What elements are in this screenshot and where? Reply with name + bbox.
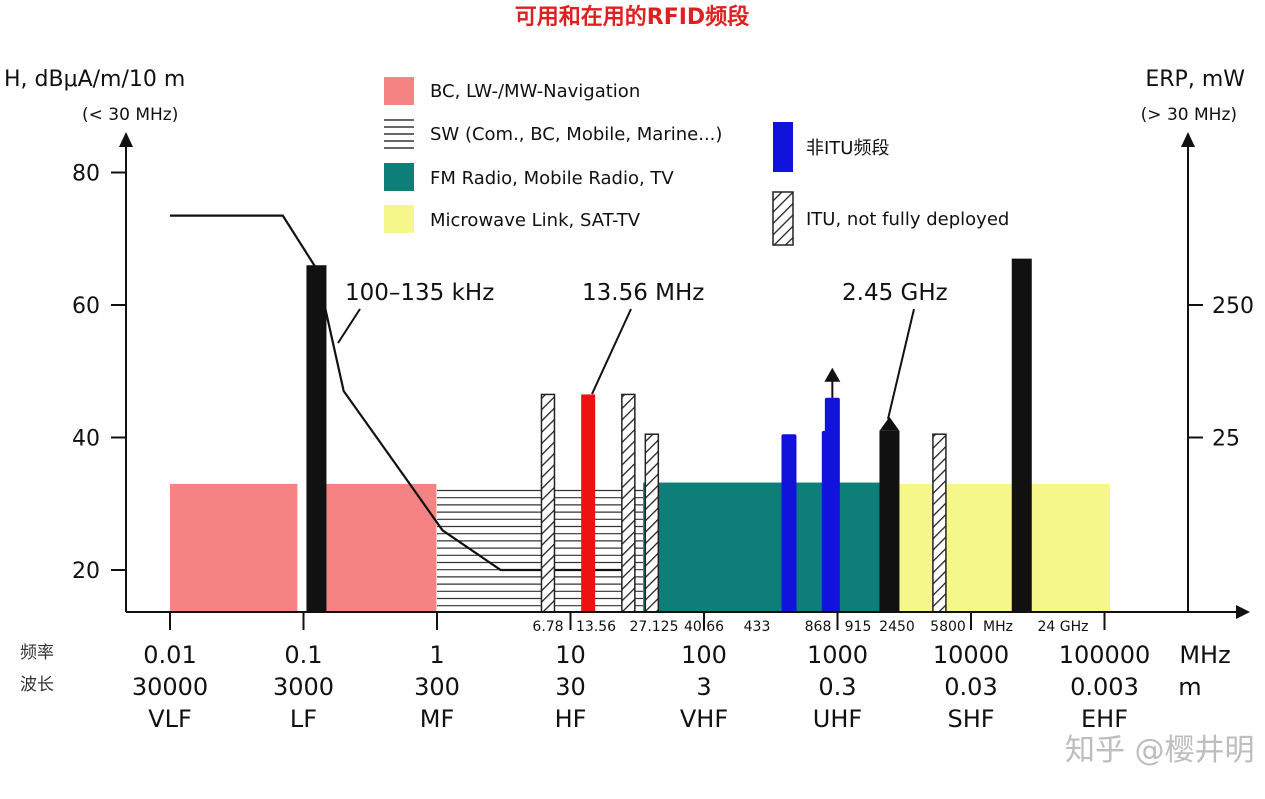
band-hlines-2 (437, 489, 644, 607)
decade-wavelength-label: 0.3 (818, 673, 856, 701)
rfid-arrow-915 (824, 367, 841, 382)
band-name-label: VHF (680, 705, 728, 733)
band-yellow-4 (892, 483, 1111, 612)
legend-swatch-blue (773, 122, 793, 172)
rfid-frequency-tick-label: 13.56 (576, 619, 616, 635)
rfid-frequency-tick-label: 433 (744, 619, 771, 635)
decade-wavelength-label: 3000 (273, 673, 334, 701)
rfid-bar-6.78 (540, 393, 556, 613)
left-tick-label: 80 (72, 162, 100, 187)
x-axis-arrow-icon (1236, 605, 1250, 619)
right-tick-label: 25 (1212, 427, 1240, 452)
legend-label-hlines: SW (Com., BC, Mobile, Marine...) (430, 124, 722, 145)
decade-frequency-label: 100000 (1059, 641, 1151, 669)
legend-label-yellow: Microwave Link, SAT-TV (430, 210, 641, 231)
rfid-bar-24000 (1011, 258, 1032, 612)
frequency-unit-label: MHz (1179, 641, 1230, 669)
rfid-frequency-tick-label: MHz (983, 619, 1013, 635)
band-name-label: VLF (148, 705, 192, 733)
wavelength-row-label: 波长 (20, 675, 54, 695)
legend-label-blue: 非ITU频段 (806, 138, 889, 159)
x-axis-ticks: 0.01 30000 VLF 0.1 3000 LF 1 300 MF 10 30 HF 100 3 VHF… (132, 612, 1150, 733)
legend-label-hatch: ITU, not fully deployed (806, 209, 1009, 230)
rfid-bar-433 (781, 434, 797, 612)
rfid-frequency-tick-label: 868 (805, 619, 832, 635)
decade-frequency-label: 1000 (807, 641, 868, 669)
legend-label-teal: FM Radio, Mobile Radio, TV (430, 168, 674, 189)
rfid-bar-5800 (932, 433, 947, 613)
decade-wavelength-label: 0.003 (1070, 673, 1139, 701)
decade-wavelength-label: 30000 (132, 673, 208, 701)
legend-swatch-teal (384, 163, 414, 191)
wavelength-unit-label: m (1178, 673, 1201, 701)
annotation-hf: 13.56 MHz (582, 280, 704, 306)
rfid-bar-2450 (879, 430, 900, 612)
decade-frequency-label: 10000 (933, 641, 1009, 669)
rfid-frequency-tick-label: 40.66 (684, 619, 724, 635)
band-teal-3 (643, 482, 884, 612)
rfid-frequency-tick-label: 5800 (930, 619, 966, 635)
decade-wavelength-label: 30 (555, 673, 586, 701)
legend-swatch-pink (384, 77, 414, 105)
left-axis-subtitle: (< 30 MHz) (82, 105, 178, 125)
decade-frequency-label: 100 (681, 641, 727, 669)
band-name-label: HF (555, 705, 587, 733)
annotation-uhf-leader (887, 308, 915, 420)
right-axis-subtitle: (> 30 MHz) (1141, 105, 1237, 125)
annotation-hf-leader (591, 308, 632, 395)
left-axis-ticks: 20 40 60 80 (72, 162, 126, 584)
band-name-label: EHF (1081, 705, 1128, 733)
rfid-frequency-ticks: 6.78 13.56 27.125 40.66 433 868 915 2450 5800 MHz… (532, 619, 1088, 635)
band-name-label: UHF (813, 705, 862, 733)
decade-wavelength-label: 0.03 (944, 673, 997, 701)
annotation-uhf: 2.45 GHz (842, 280, 948, 306)
left-axis-title: H, dBμA/m/10 m (4, 67, 185, 92)
rfid-frequency-tick-label: 915 (845, 619, 872, 635)
band-pink-0 (170, 483, 298, 612)
watermark: 知乎 @樱井明 (1065, 733, 1255, 768)
plot-area (170, 214, 1111, 613)
legend-swatch-hatch (772, 191, 794, 246)
field-strength-limit-line (170, 214, 624, 572)
legend-label-pink: BC, LW-/MW-Navigation (430, 81, 640, 102)
band-name-label: SHF (947, 705, 994, 733)
right-tick-label: 250 (1212, 294, 1254, 319)
annotation-lf-leader (337, 308, 361, 344)
decade-frequency-label: 10 (555, 641, 586, 669)
rfid-frequency-tick-label: 2450 (879, 619, 915, 635)
right-axis-ticks: 25 250 (1188, 294, 1254, 452)
band-pink-1 (320, 483, 437, 612)
decade-frequency-label: 1 (429, 641, 444, 669)
right-axis-title: ERP, mW (1145, 67, 1245, 92)
rfid-bar-27.125 (621, 393, 636, 613)
band-name-label: LF (290, 705, 317, 733)
decade-frequency-label: 0.1 (284, 641, 322, 669)
legend-swatch-yellow (384, 205, 414, 233)
decade-frequency-label: 0.01 (143, 641, 196, 669)
band-name-label: MF (420, 705, 455, 733)
rfid-frequency-tick-label: 6.78 (532, 619, 563, 635)
frequency-row-label: 频率 (20, 643, 54, 663)
right-axis-arrow-icon (1181, 132, 1195, 147)
legend-swatch-hlines (384, 119, 414, 149)
left-tick-label: 60 (72, 294, 100, 319)
decade-wavelength-label: 300 (414, 673, 460, 701)
decade-wavelength-label: 3 (696, 673, 711, 701)
rfid-bar-40.66 (644, 433, 660, 613)
left-tick-label: 20 (72, 559, 100, 584)
rfid-bar-915 (824, 397, 840, 612)
annotation-lf: 100–135 kHz (345, 280, 494, 306)
chart-title: 可用和在用的RFID频段 (515, 4, 749, 30)
left-axis-arrow-icon (119, 132, 133, 147)
rfid-bar-13.56 (581, 394, 596, 612)
rfid-arrow-2450 (879, 416, 900, 431)
legend: BC, LW-/MW-Navigation SW (Com., BC, Mobi… (384, 77, 1009, 246)
rfid-frequency-tick-label: 27.125 (630, 619, 679, 635)
rfid-bar-0.125 (306, 265, 327, 612)
rfid-frequency-tick-label: 24 GHz (1038, 619, 1089, 635)
left-tick-label: 40 (72, 427, 100, 452)
